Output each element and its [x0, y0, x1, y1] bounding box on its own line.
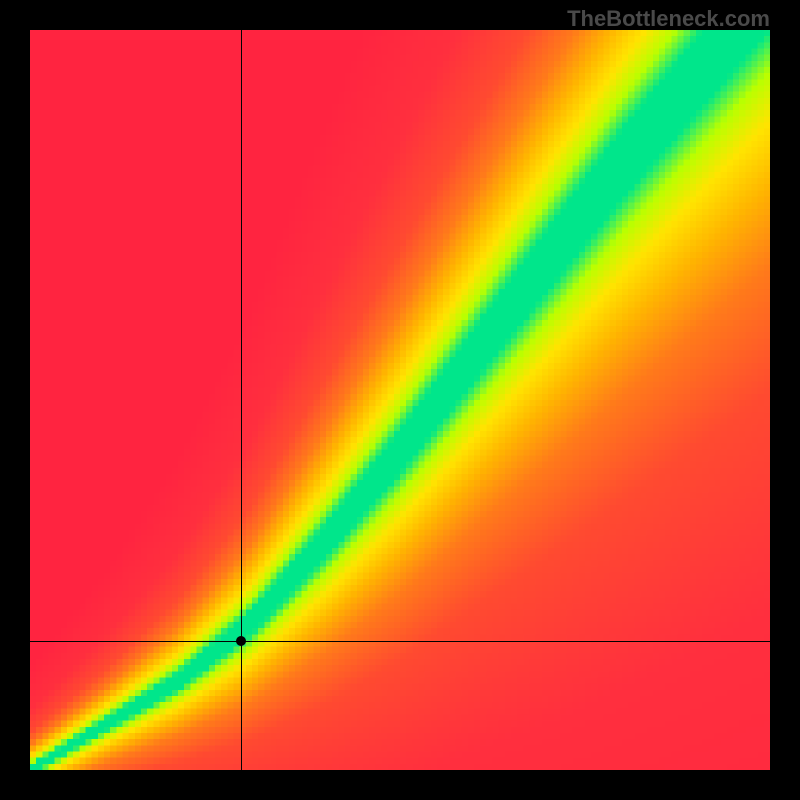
heatmap-canvas: [30, 30, 770, 770]
plot-area: [30, 30, 770, 770]
attribution-text: TheBottleneck.com: [567, 6, 770, 32]
